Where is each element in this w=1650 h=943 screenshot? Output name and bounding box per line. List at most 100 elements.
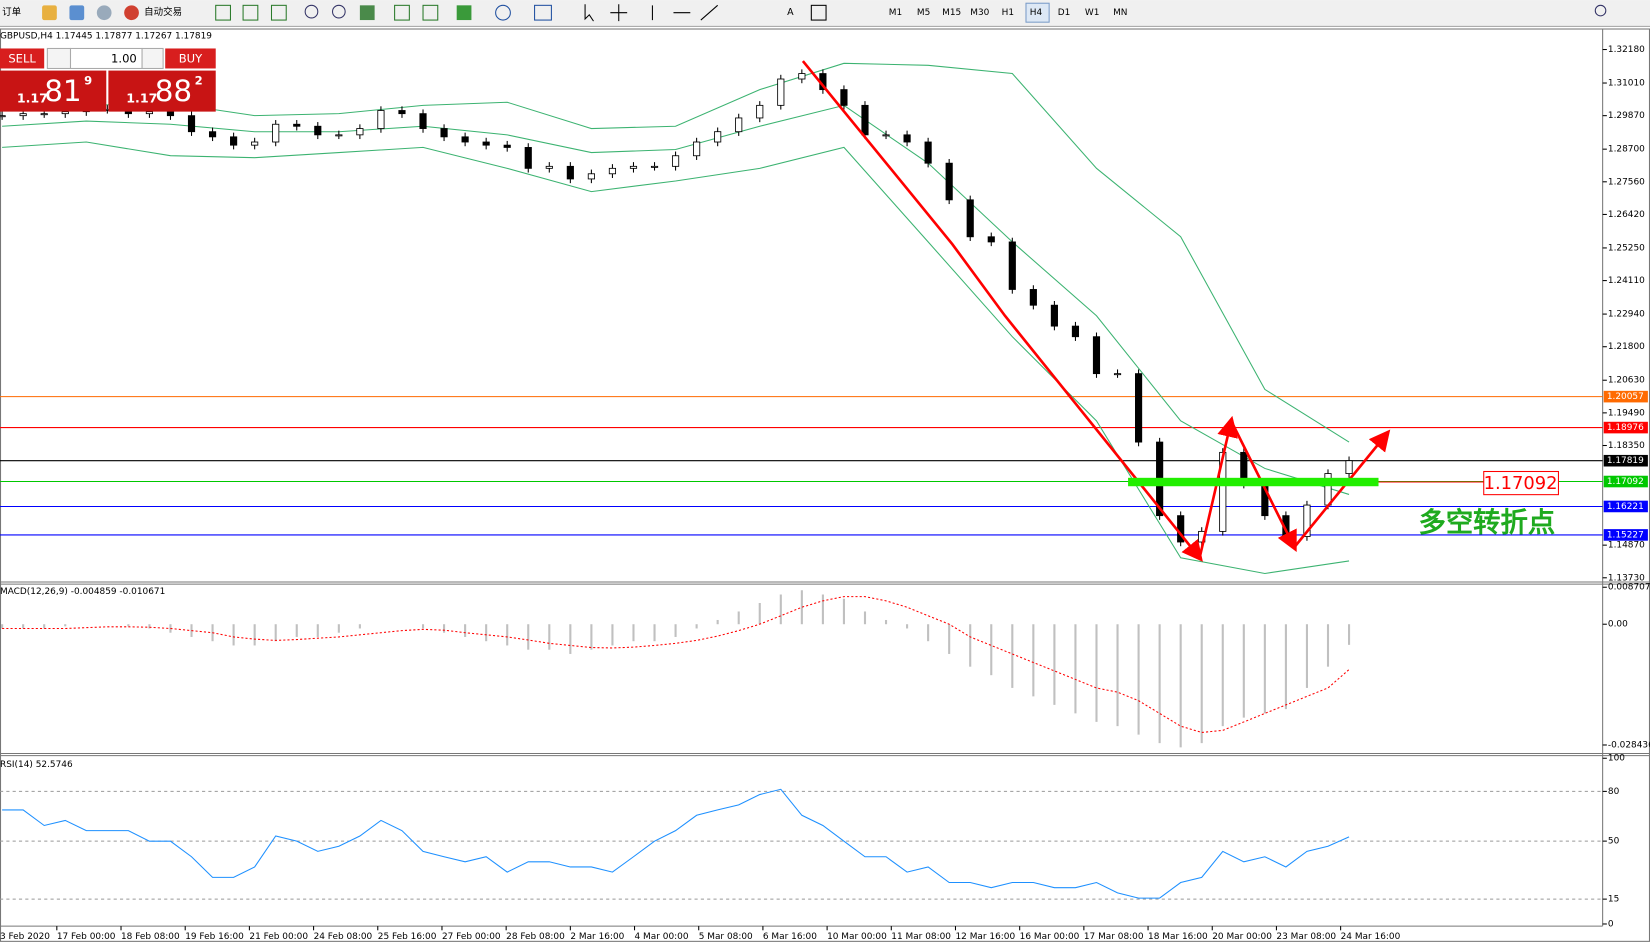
text-tool[interactable]: A: [787, 7, 794, 18]
y-tick-label: 1.24110: [1608, 276, 1645, 286]
lots-down[interactable]: [46, 47, 72, 69]
panel-title: RSI(14) 52.5746: [0, 760, 73, 770]
candle: [545, 165, 553, 169]
panel-title: GBPUSD,H4 1.17445 1.17877 1.17267 1.1781…: [0, 31, 212, 41]
candle: [356, 128, 364, 136]
new-order-button[interactable]: 订单: [2, 6, 21, 18]
sell-price-box[interactable]: [0, 70, 107, 112]
buy-price-fraction[interactable]: 2: [195, 74, 203, 88]
y-tick-label: 1.26420: [1608, 210, 1645, 220]
y-tick-label: 0.008707: [1608, 583, 1650, 593]
buy-price-prefix[interactable]: 1.17: [126, 90, 157, 105]
timeframe-button[interactable]: W1: [1085, 8, 1100, 18]
time-label: 24 Feb 08:00: [314, 932, 373, 942]
icon[interactable]: [69, 5, 85, 21]
timeframe-button[interactable]: D1: [1058, 8, 1071, 18]
candle: [924, 141, 932, 164]
timeframe-button[interactable]: M5: [917, 8, 930, 18]
auto-trading-icon[interactable]: [124, 5, 139, 21]
candle: [1113, 373, 1122, 376]
sell-price-pips[interactable]: 81: [44, 74, 81, 108]
time-label: 21 Feb 00:00: [249, 932, 308, 942]
icon[interactable]: [215, 4, 231, 21]
sell-price-prefix[interactable]: 1.17: [17, 90, 48, 105]
candle: [419, 113, 427, 129]
y-tick-label: 1.21800: [1608, 342, 1645, 352]
buy-label[interactable]: BUY: [179, 52, 203, 66]
sell-label[interactable]: SELL: [8, 52, 36, 66]
plot: 1.32180 1.31010 1.29870 1.28700 1.27560 1.264…: [0, 31, 1650, 942]
zoom-out[interactable]: [331, 4, 346, 19]
price-level-tag: [1603, 390, 1648, 403]
candle: [251, 141, 259, 146]
timeframe-button[interactable]: M30: [970, 8, 989, 18]
crosshair-tool[interactable]: [610, 4, 628, 22]
icon[interactable]: [242, 4, 259, 21]
time-label: 6 Mar 16:00: [763, 932, 817, 942]
candle: [398, 110, 406, 115]
candle: [903, 134, 911, 143]
lots-value[interactable]: 1.00: [111, 52, 137, 66]
candle: [208, 131, 217, 138]
candle: [1345, 460, 1353, 474]
rsi-line: [2, 788, 1350, 899]
timeframe-button[interactable]: MN: [1113, 8, 1127, 18]
auto-trading-button[interactable]: 自动交易: [144, 6, 182, 18]
buy-price-box[interactable]: [108, 70, 216, 112]
icon[interactable]: [359, 5, 375, 21]
price-level-label: 1.16221: [1607, 502, 1644, 512]
timeframe-button[interactable]: M15: [942, 8, 961, 18]
candle: [482, 141, 490, 146]
icon[interactable]: [270, 4, 287, 21]
candle: [0, 115, 6, 118]
trend-line: [801, 60, 1203, 562]
toolbar: 订单 自动交易 A: [0, 0, 1650, 27]
buy-button[interactable]: [165, 48, 216, 69]
icon[interactable]: [422, 4, 439, 21]
time-label: 27 Feb 00:00: [442, 932, 501, 942]
icon[interactable]: [42, 5, 57, 21]
label-tool[interactable]: [810, 4, 827, 21]
price-level-tag: [1603, 500, 1648, 513]
candle: [145, 111, 154, 115]
icon[interactable]: [96, 5, 112, 21]
sell-button[interactable]: [0, 48, 45, 69]
candle: [693, 141, 701, 157]
zoom-in[interactable]: [304, 4, 319, 19]
candle: [230, 136, 238, 146]
timeframe-button[interactable]: H1: [1002, 8, 1014, 18]
timeframe-button[interactable]: M1: [889, 8, 902, 18]
y-tick-label: 1.14870: [1608, 541, 1645, 551]
time-label: 18 Feb 08:00: [121, 932, 180, 942]
timeframe-button[interactable]: H4: [1030, 8, 1043, 18]
line-tools[interactable]: [651, 4, 719, 21]
candle: [461, 136, 469, 143]
icon[interactable]: [394, 4, 410, 21]
toolbar-bg: [0, 0, 1650, 27]
trend-line: [1293, 429, 1391, 549]
lots-up[interactable]: [141, 47, 164, 69]
sell-price-fraction[interactable]: 9: [84, 74, 92, 88]
time-label: 20 Mar 00:00: [1212, 932, 1272, 942]
search-icon[interactable]: [1594, 4, 1607, 17]
icon[interactable]: [534, 4, 552, 21]
cursor-tool[interactable]: [584, 4, 594, 22]
y-tick-label: 1.19490: [1608, 408, 1645, 418]
icon[interactable]: [495, 4, 511, 21]
time-label: 23 Mar 08:00: [1276, 932, 1336, 942]
candle: [187, 115, 196, 133]
buy-price-pips[interactable]: 88: [155, 74, 192, 108]
y-tick-label: 1.29870: [1608, 111, 1645, 121]
price-level-tag: [1603, 475, 1648, 488]
price-level-label: 1.17092: [1607, 477, 1644, 487]
candle: [650, 165, 659, 168]
icon[interactable]: [456, 5, 472, 21]
time-label: 19 Feb 16:00: [185, 932, 244, 942]
trade-panel: SELL 1.00 BUY 1.17 81 9 1.17 88 2: [0, 47, 216, 112]
trend-line: [1198, 415, 1238, 559]
callout-price: 1.17092: [1484, 473, 1558, 494]
candle: [587, 173, 595, 180]
candle: [293, 123, 301, 127]
time-label: 28 Feb 08:00: [506, 932, 565, 942]
